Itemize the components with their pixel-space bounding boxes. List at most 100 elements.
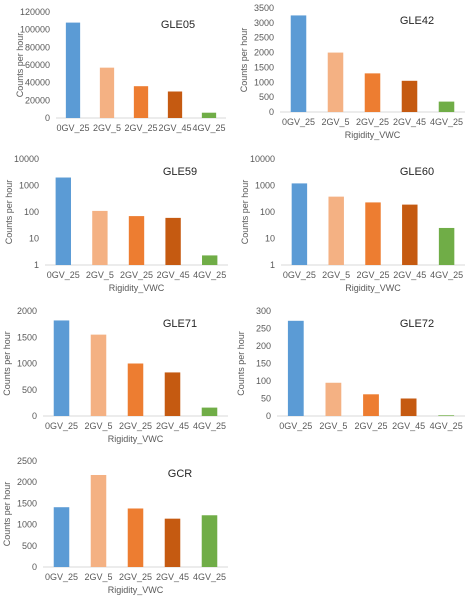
y-tick-label: 1000 bbox=[17, 520, 37, 530]
x-tick-label: 2GV_45 bbox=[158, 123, 191, 133]
x-tick-label: 0GV_25 bbox=[282, 117, 315, 127]
x-axis-label: Rigidity_VWC bbox=[345, 130, 401, 140]
y-tick-label: 40000 bbox=[25, 78, 50, 88]
x-tick-label: 2GV_45 bbox=[393, 270, 426, 280]
y-tick-label: 20000 bbox=[25, 95, 50, 105]
x-tick-label: 2GV_5 bbox=[84, 421, 112, 431]
chart-panel-gle59: 1 10 100 1000 10000 0GV_25 2GV_5 2GV_25 2GV_45 4G… bbox=[0, 150, 237, 300]
x-tick-label: 2GV_45 bbox=[156, 421, 189, 431]
chart-svg: 0 500 1000 1500 2000 0GV_25 2GV_5 2GV_25 2GV_45 4… bbox=[2, 306, 228, 444]
chart-svg: 0 500 1000 1500 2000 2500 0GV_25 2GV_5 2GV_25 2GV… bbox=[2, 456, 228, 595]
bar-2gv-5 bbox=[99, 67, 115, 118]
bar-4gv-25 bbox=[201, 515, 218, 567]
x-tick-label: 4GV_25 bbox=[193, 270, 226, 280]
x-tick-label: 2GV_45 bbox=[157, 270, 190, 280]
bar-2gv-45 bbox=[165, 217, 181, 265]
x-tick-label: 0GV_25 bbox=[56, 123, 89, 133]
bar-2gv-45 bbox=[401, 80, 418, 112]
y-axis-label: Counts per hour bbox=[239, 28, 249, 93]
x-tick-label: 2GV_45 bbox=[392, 421, 425, 431]
y-tick-label: 120000 bbox=[20, 7, 50, 17]
x-tick-label: 0GV_25 bbox=[45, 572, 78, 582]
y-tick-label: 1500 bbox=[254, 62, 274, 72]
bar-4gv-25 bbox=[201, 407, 218, 416]
x-axis-label: Rigidity_VWC bbox=[108, 434, 164, 444]
y-axis-label: Counts per hour bbox=[237, 331, 246, 396]
bar-2gv-25 bbox=[133, 86, 149, 118]
bar-0gv-25 bbox=[53, 507, 70, 567]
bar-0gv-25 bbox=[53, 320, 70, 416]
x-tick-label: 2GV_5 bbox=[319, 421, 347, 431]
bar-2gv-5 bbox=[325, 382, 342, 416]
y-tick-label: 1 bbox=[270, 260, 275, 270]
y-tick-label: 2500 bbox=[254, 33, 274, 43]
x-tick-label: 2GV_5 bbox=[322, 270, 350, 280]
y-axis-label: Counts per hour bbox=[2, 482, 12, 547]
bar-2gv-25 bbox=[128, 216, 145, 265]
chart-panel-gle71: 0 500 1000 1500 2000 0GV_25 2GV_5 2GV_25 2GV_45 4… bbox=[0, 300, 237, 450]
y-axis-label: Counts per hour bbox=[240, 180, 250, 245]
y-tick-label: 100 bbox=[24, 207, 39, 217]
bar-4gv-25 bbox=[201, 112, 217, 118]
x-tick-label: 4GV_25 bbox=[430, 270, 463, 280]
chart-title: GLE42 bbox=[400, 15, 434, 27]
y-tick-label: 1000 bbox=[254, 77, 274, 87]
y-tick-label: 0 bbox=[32, 562, 37, 572]
chart-title: GLE71 bbox=[163, 318, 197, 330]
bar-0gv-25 bbox=[55, 177, 71, 265]
bar-4gv-25 bbox=[438, 101, 455, 112]
y-tick-label: 0 bbox=[269, 107, 274, 117]
bar-0gv-25 bbox=[290, 15, 307, 112]
x-tick-label: 2GV_25 bbox=[354, 421, 387, 431]
y-tick-label: 1 bbox=[34, 260, 39, 270]
y-tick-label: 0 bbox=[266, 411, 271, 421]
x-tick-label: 2GV_25 bbox=[120, 270, 153, 280]
y-tick-label: 100000 bbox=[20, 25, 50, 35]
bar-0gv-25 bbox=[291, 183, 308, 265]
y-tick-label: 80000 bbox=[25, 42, 50, 52]
x-tick-label: 2GV_25 bbox=[124, 123, 157, 133]
chart-svg: 0 500 1000 1500 2000 2500 3000 3500 0GV_25 2GV_5 2… bbox=[239, 3, 465, 140]
y-tick-label: 10 bbox=[29, 234, 39, 244]
bar-2gv-25 bbox=[365, 202, 381, 265]
chart-title: GLE72 bbox=[400, 318, 434, 330]
y-tick-label: 50 bbox=[261, 394, 271, 404]
y-tick-label: 1000 bbox=[19, 181, 39, 191]
y-tick-label: 3000 bbox=[254, 18, 274, 28]
x-tick-label: 2GV_45 bbox=[156, 572, 189, 582]
bar-2gv-5 bbox=[90, 334, 107, 416]
x-tick-label: 2GV_25 bbox=[119, 421, 152, 431]
y-axis-label: Counts per hour bbox=[4, 180, 14, 245]
x-tick-label: 0GV_25 bbox=[283, 270, 316, 280]
x-tick-label: 4GV_25 bbox=[193, 572, 226, 582]
bar-2gv-25 bbox=[364, 73, 381, 112]
bar-2gv-45 bbox=[167, 91, 183, 118]
y-tick-label: 300 bbox=[256, 306, 271, 316]
chart-panel-gle60: 1 10 100 1000 10000 0GV_25 2GV_5 2GV_25 2GV_45 4G… bbox=[237, 150, 474, 300]
chart-panel-gle42: 0 500 1000 1500 2000 2500 3000 3500 0GV_25 2GV_5 2… bbox=[237, 0, 474, 148]
bar-0gv-25 bbox=[65, 22, 81, 119]
chart-title: GLE05 bbox=[161, 19, 195, 31]
bar-2gv-45 bbox=[400, 398, 417, 416]
x-axis-label: Rigidity_VWC bbox=[109, 283, 165, 293]
bar-2gv-45 bbox=[402, 204, 418, 265]
x-tick-label: 2GV_25 bbox=[119, 572, 152, 582]
y-tick-label: 150 bbox=[256, 359, 271, 369]
bar-0gv-25 bbox=[287, 320, 304, 416]
bar-2gv-5 bbox=[327, 52, 344, 112]
chart-svg: 0 20000 40000 60000 80000 100000 120000 0GV_25 2… bbox=[15, 7, 226, 133]
x-tick-label: 2GV_25 bbox=[356, 270, 389, 280]
y-tick-label: 0 bbox=[32, 411, 37, 421]
bar-4gv-25 bbox=[438, 415, 455, 416]
y-tick-label: 100 bbox=[256, 376, 271, 386]
y-tick-label: 2000 bbox=[254, 48, 274, 58]
y-tick-label: 200 bbox=[256, 341, 271, 351]
y-tick-label: 0 bbox=[45, 113, 50, 123]
y-tick-label: 1500 bbox=[17, 498, 37, 508]
chart-panel-gcr: 0 500 1000 1500 2000 2500 0GV_25 2GV_5 2GV_25 2GV… bbox=[0, 450, 237, 600]
chart-title: GLE60 bbox=[400, 166, 434, 178]
y-axis-label: Counts per hour bbox=[2, 331, 12, 396]
